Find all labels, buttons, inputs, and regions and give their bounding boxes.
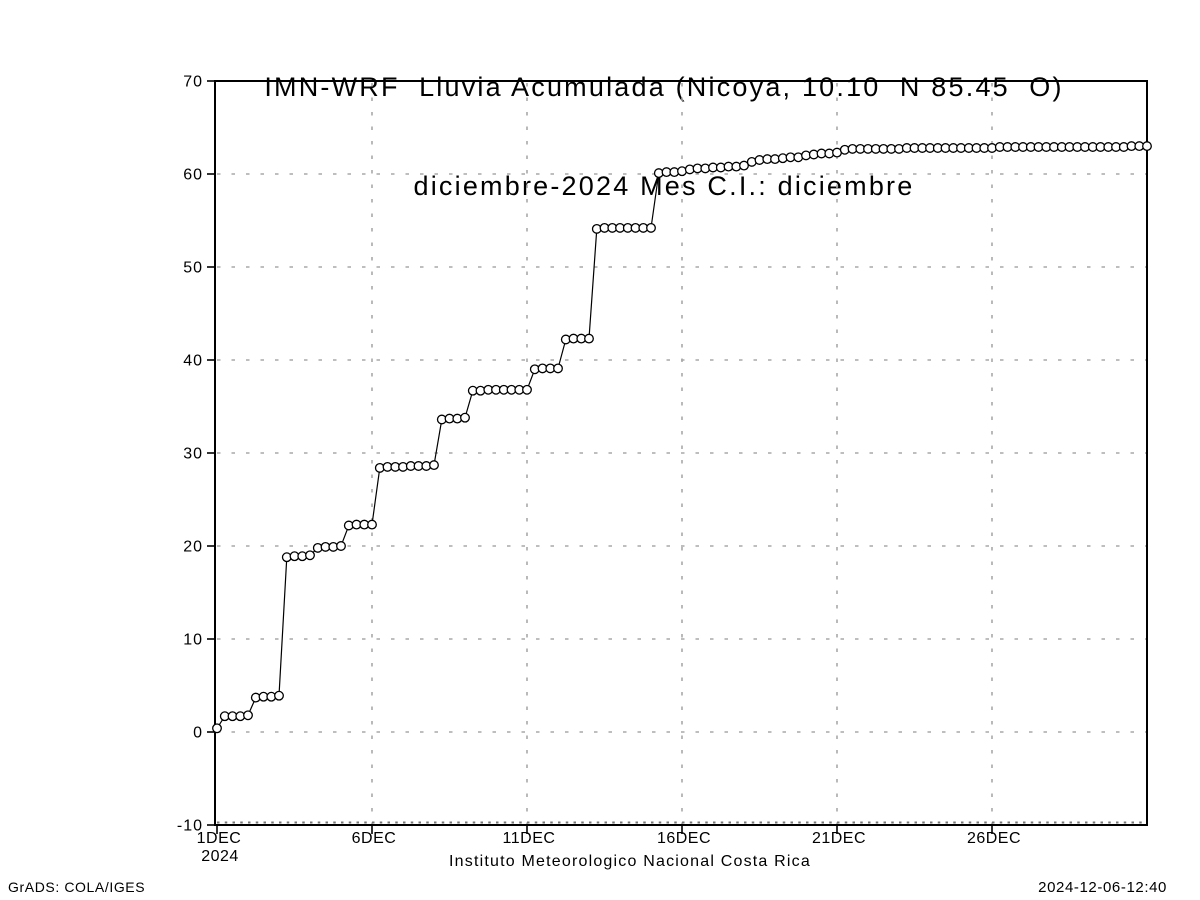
y-tick-label: 40 — [183, 353, 203, 370]
data-point-marker — [646, 222, 656, 233]
data-point-marker — [367, 519, 377, 530]
y-tick-label: 70 — [183, 74, 203, 91]
chart-title-line2: diciembre-2024 Mes C.I.: diciembre — [413, 171, 915, 201]
data-point-marker — [584, 333, 594, 344]
x-tick-label: 11DEC — [503, 830, 556, 847]
y-tick-label: 20 — [183, 539, 203, 556]
chart-title: IMN-WRF Lluvia Acumulada (Nicoya, 10.10 … — [264, 5, 1063, 236]
y-tick-label: 0 — [193, 725, 203, 742]
chart-title-line1: IMN-WRF Lluvia Acumulada (Nicoya, 10.10 … — [264, 72, 1064, 102]
y-tick-label: 60 — [183, 167, 203, 184]
data-point-marker — [429, 460, 439, 471]
y-tick-label: 10 — [183, 632, 203, 649]
data-point-marker — [460, 412, 470, 423]
data-point-marker — [739, 160, 749, 171]
generation-timestamp: 2024-12-06-12:40 — [1038, 879, 1167, 896]
data-point-marker — [1142, 141, 1152, 152]
y-tick-label: -10 — [177, 818, 203, 835]
y-tick-label: 30 — [183, 446, 203, 463]
data-point-marker — [212, 723, 222, 734]
series-line — [216, 145, 1147, 729]
x-tick-label: 1DEC — [197, 830, 242, 847]
x-tick-label: 26DEC — [967, 830, 1021, 847]
grads-credit: GrADS: COLA/IGES — [8, 879, 146, 895]
y-tick-label: 50 — [183, 260, 203, 277]
data-point-marker — [305, 550, 315, 561]
x-tick-label: 21DEC — [812, 830, 866, 847]
data-point-marker — [336, 541, 346, 551]
data-point-marker — [274, 690, 284, 701]
data-point-marker — [553, 363, 563, 374]
institution-caption: Instituto Meteorologico Nacional Costa R… — [449, 853, 811, 870]
x-tick-label: 6DEC — [352, 830, 397, 847]
data-point-marker — [243, 710, 253, 721]
x-axis-year-label: 2024 — [201, 848, 239, 865]
x-tick-label: 16DEC — [657, 830, 711, 847]
data-point-marker — [522, 384, 532, 395]
